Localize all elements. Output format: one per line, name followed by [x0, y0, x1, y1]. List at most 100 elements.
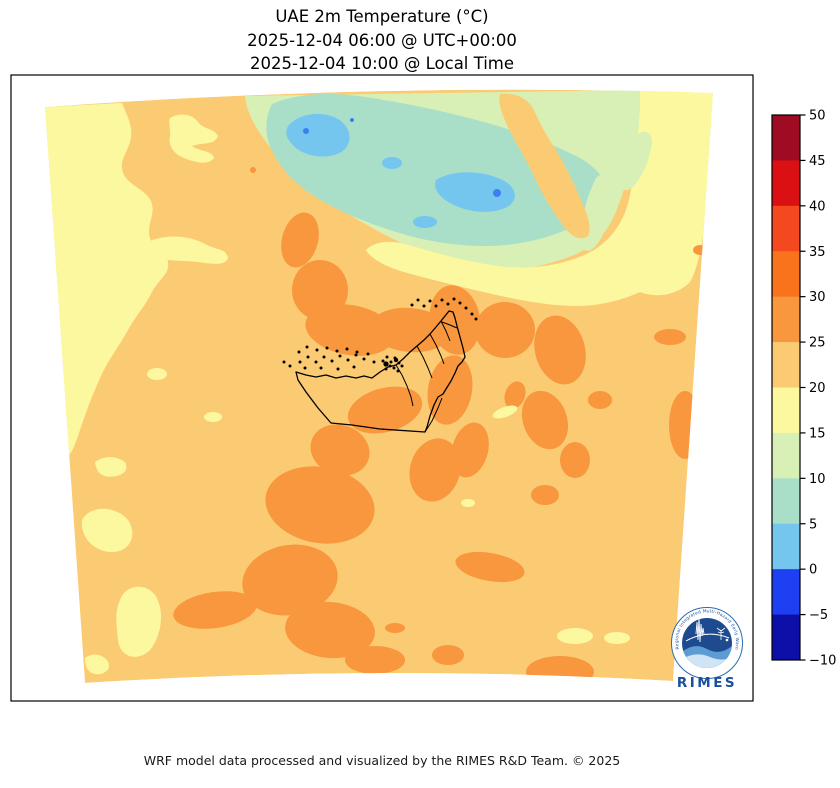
region-cold-patch-1	[286, 113, 350, 157]
island-dot	[325, 346, 329, 350]
region-yellow-tongue	[149, 236, 228, 264]
island-dot	[464, 306, 468, 310]
region-orange-south	[173, 386, 594, 683]
island-dot	[346, 358, 350, 362]
island-dot	[354, 353, 358, 357]
uae-borders	[295, 310, 466, 433]
island-dot	[372, 360, 376, 364]
coldest-dot-1	[493, 189, 501, 197]
title-line-3: 2025-12-04 10:00 @ Local Time	[249, 54, 515, 73]
temperature-field	[45, 89, 713, 683]
island-dot	[305, 345, 309, 349]
region-cold-patch-3	[382, 157, 402, 169]
logo-seismogram-icon	[695, 618, 705, 643]
island-dot	[397, 361, 401, 365]
region-tan-strip	[499, 93, 590, 239]
colorbar-tick-label: 10	[809, 472, 826, 487]
colorbar-segment	[772, 432, 800, 479]
island-dot	[470, 312, 474, 316]
region-northeast-15-20	[366, 90, 713, 306]
colorbar-segment	[772, 205, 800, 252]
island-dot	[297, 350, 301, 354]
colorbar-segment	[772, 614, 800, 661]
emirate-border-1	[395, 364, 414, 407]
region-west-15-20	[45, 103, 169, 455]
island-dot	[396, 369, 400, 373]
colorbar-segment	[772, 569, 800, 616]
island-dot	[446, 302, 450, 306]
colorbar-tick-label: 35	[809, 245, 826, 260]
island-dot	[298, 360, 302, 364]
colorbar-tick-label: 5	[809, 517, 817, 532]
island-dot	[392, 366, 396, 370]
colorbar-tick-label: 15	[809, 426, 826, 441]
island-dot	[458, 301, 462, 305]
region-cold-patch-2	[435, 172, 515, 212]
island-dot	[410, 303, 414, 307]
island-dot	[388, 364, 392, 368]
colorbar-segment	[772, 251, 800, 298]
region-yellow-zigzag	[169, 114, 218, 163]
island-dot	[428, 299, 432, 303]
island-dot	[315, 348, 319, 352]
island-dot	[366, 352, 370, 356]
colorbar-tick-label: 0	[809, 563, 817, 578]
island-dot	[352, 365, 356, 369]
region-yellow-patches	[81, 368, 630, 675]
coldest-dot-3	[350, 118, 354, 122]
island-dot	[336, 367, 340, 371]
colorbar-tick-label: 50	[809, 109, 826, 124]
colorbar-tick-label: 20	[809, 381, 826, 396]
island-dot	[335, 349, 339, 353]
logo-wave-2	[682, 654, 732, 668]
footer-credit: WRF model data processed and visualized …	[143, 753, 621, 768]
colorbar-segment	[772, 387, 800, 434]
island-dot	[393, 357, 399, 363]
island-dot	[384, 367, 388, 371]
island-dot	[306, 355, 310, 359]
colorbar-outline	[771, 114, 801, 661]
musandam-base-border	[441, 321, 458, 329]
island-dot	[389, 360, 393, 364]
island-dot	[330, 359, 334, 363]
logo-person-icon	[725, 638, 729, 642]
island-dot	[434, 304, 438, 308]
emirate-border-3	[429, 333, 445, 365]
emirate-border-5	[424, 397, 443, 433]
logo-wordmark: RIMES	[677, 675, 737, 691]
colorbar-tick-label: 40	[809, 199, 826, 214]
region-orange-central	[250, 167, 612, 505]
title-line-2: 2025-12-04 06:00 @ UTC+00:00	[247, 30, 517, 50]
colorbar-tick-label: −5	[809, 608, 828, 623]
island-dot	[400, 364, 404, 368]
emirate-border-2	[416, 345, 433, 379]
logo-horizon-line	[685, 633, 730, 642]
island-dots	[282, 297, 478, 373]
plot-title: UAE 2m Temperature (°C) 2025-12-04 06:00…	[0, 5, 764, 76]
colorbar-segment	[772, 115, 800, 161]
island-dot	[422, 304, 426, 308]
island-dot	[314, 360, 318, 364]
colorbar-segment	[772, 523, 800, 570]
emirate-border-4	[440, 320, 451, 342]
island-dot	[385, 355, 389, 359]
region-green-strip-2	[619, 131, 652, 191]
island-dot	[355, 350, 359, 354]
colorbar-segment	[772, 342, 800, 388]
island-dot	[383, 361, 389, 367]
island-dot	[338, 354, 342, 358]
colorbar-segment	[772, 478, 800, 525]
island-dot	[416, 298, 420, 302]
island-dot	[440, 298, 444, 302]
island-dot	[319, 366, 323, 370]
island-dot	[381, 359, 385, 363]
title-line-1: UAE 2m Temperature (°C)	[275, 7, 489, 26]
colorbar-segment	[772, 160, 800, 207]
island-dot	[303, 366, 307, 370]
island-dot	[362, 357, 366, 361]
colorbar-tick-label: 45	[809, 154, 826, 169]
colorbar-tick-label: 25	[809, 336, 826, 351]
